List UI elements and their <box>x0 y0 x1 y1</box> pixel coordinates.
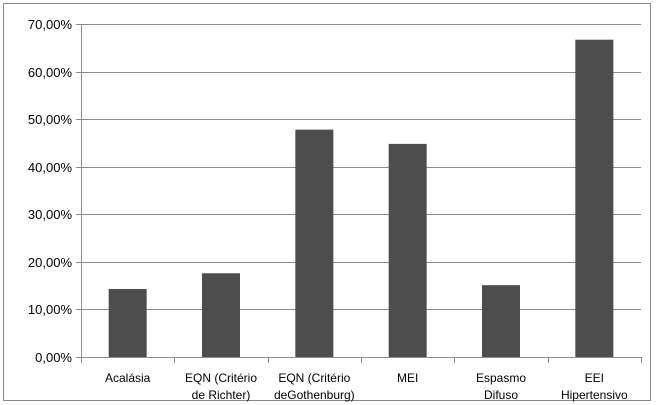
x-tick-label: EEI Hipertensivo <box>561 371 628 402</box>
bar <box>108 288 147 357</box>
y-tick-label: 50,00% <box>28 112 73 127</box>
x-tick-label: Acalásia <box>105 371 151 385</box>
y-tick-label: 30,00% <box>28 207 73 222</box>
bars <box>108 39 614 357</box>
x-tick-label: EQN (Critério de Richter) <box>185 371 257 402</box>
y-tick-label: 20,00% <box>28 255 73 270</box>
x-tick-label: EQN (Critério deGothenburg) <box>274 371 355 402</box>
y-tick-label: 0,00% <box>35 350 72 365</box>
bar <box>295 129 334 357</box>
bar <box>482 285 520 357</box>
bar <box>202 273 240 357</box>
x-axis: Acalásia EQN (Critério de Richter) EQN (Cri… <box>81 357 642 402</box>
x-tick-label: MEI <box>397 371 418 385</box>
y-tick-label: 40,00% <box>28 160 73 175</box>
y-axis: 0,00% 10,00% 20,00% 30,00% 40,00% 50,00% 60,00… <box>28 17 73 365</box>
grid-layer <box>76 24 641 358</box>
y-tick-label: 10,00% <box>28 302 73 317</box>
y-tick-label: 60,00% <box>28 65 73 80</box>
x-tick-label: Espasmo Difuso <box>476 371 526 402</box>
bar <box>575 39 614 357</box>
bar <box>388 143 427 357</box>
y-tick-label: 70,00% <box>28 17 73 32</box>
